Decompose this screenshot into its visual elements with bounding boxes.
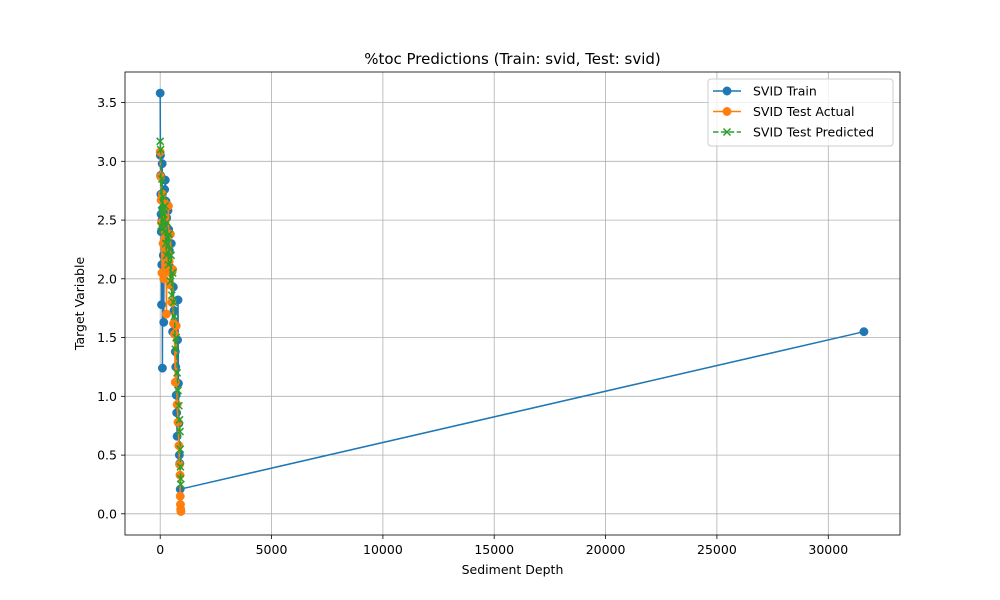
data-point [175,415,184,424]
y-tick-label: 2.0 [97,271,117,286]
chart-title: %toc Predictions (Train: svid, Test: svi… [364,50,661,68]
x-tick-label: 20000 [586,542,626,557]
data-point [171,345,180,354]
data-point [176,480,185,489]
data-point [159,210,168,219]
x-tick-label: 25000 [697,542,737,557]
data-point [157,206,166,215]
legend-entry: SVID Train [713,84,817,99]
data-point [859,327,869,337]
data-point [173,368,182,377]
data-point [155,88,165,98]
data-point [166,277,175,286]
plot-frame [124,71,901,536]
y-axis-label: Target Variable [72,257,87,352]
data-point [176,445,185,454]
y-tick-label: 0.5 [97,448,117,463]
data-point [163,218,172,227]
data-point [174,401,183,410]
data-point [159,317,169,327]
legend-marker [722,107,732,116]
series-2 [156,137,185,489]
legend-box [707,78,894,147]
y-tick-label: 1.5 [97,330,117,345]
legend-marker [722,127,732,137]
data-point [167,297,177,307]
data-point [173,386,183,395]
data-point [165,230,174,239]
data-point [167,251,176,260]
x-tick-label: 5000 [256,542,288,557]
legend: SVID Train SVID Test Actual SVID Test Pred… [707,78,894,147]
x-tick-label: 0 [156,542,164,557]
legend-marker [722,86,732,96]
data-point [176,462,185,471]
y-tick-label: 3.0 [97,154,117,169]
data-point [156,137,165,146]
ticks: 0 5000 10000 15000 20000 25000 30000 0.0 0.5 1.0 1… [97,95,848,557]
y-tick-label: 0.0 [97,506,117,521]
data-point [175,427,185,436]
series-layer [155,88,869,516]
x-axis-label: Sediment Depth [462,562,564,577]
data-point [157,300,166,310]
data-point [161,309,171,319]
legend-entry: SVID Test Predicted [713,125,874,140]
x-tick-label: 15000 [474,542,514,557]
data-point [156,145,165,154]
data-point [161,239,170,248]
data-point [161,201,170,210]
data-point [160,227,169,236]
y-tick-label: 1.0 [97,389,117,404]
data-point [171,321,181,331]
data-point [157,159,167,169]
plot-area [125,72,900,535]
data-point [176,507,186,516]
grid [125,72,900,535]
data-point [164,260,173,269]
data-point [175,491,185,501]
y-tick-label: 3.5 [97,95,117,110]
data-point [165,245,174,254]
legend-label: SVID Test Actual [753,104,855,119]
y-tick-label: 2.5 [97,213,117,228]
data-point [167,291,176,300]
data-point [168,268,177,277]
data-point [170,312,179,321]
data-point [157,363,167,373]
legend-label: SVID Train [753,84,817,99]
legend-entry: SVID Test Actual [713,104,855,119]
x-tick-label: 10000 [363,542,403,557]
data-point [157,174,166,183]
x-tick-label: 30000 [808,542,848,557]
data-point [172,333,181,342]
data-point [169,298,178,307]
data-point [159,192,168,201]
legend-label: SVID Test Predicted [753,125,874,140]
